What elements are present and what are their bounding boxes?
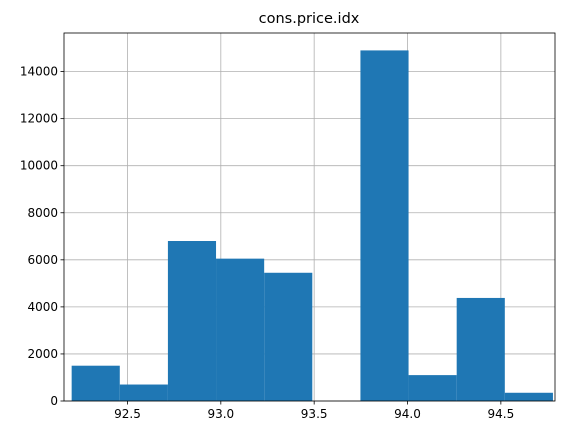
- histogram-bar: [504, 392, 553, 401]
- y-tick-label: 14000: [20, 65, 58, 79]
- y-tick-label: 10000: [20, 159, 58, 173]
- x-tick-label: 94.0: [394, 407, 421, 421]
- y-tick-label: 2000: [27, 347, 58, 361]
- histogram-bar: [264, 272, 313, 401]
- y-tick-label: 4000: [27, 300, 58, 314]
- chart-title: cons.price.idx: [259, 11, 360, 27]
- histogram-bar: [408, 375, 457, 401]
- histogram-bar: [360, 50, 409, 401]
- histogram-bar: [71, 365, 120, 401]
- histogram-bar: [216, 258, 265, 401]
- histogram-bar: [167, 241, 217, 401]
- axes-frame: [63, 32, 556, 402]
- x-axis-ticks: 92.5 93.0 93.5 94.0 94.5: [114, 401, 514, 421]
- histogram-bar: [456, 297, 505, 401]
- y-tick-label: 8000: [27, 206, 58, 220]
- histogram-bar: [119, 384, 168, 401]
- x-tick-label: 93.0: [207, 407, 234, 421]
- x-tick-label: 93.5: [301, 407, 328, 421]
- y-tick-label: 12000: [20, 112, 58, 126]
- y-tick-label: 0: [50, 394, 58, 408]
- y-tick-label: 6000: [27, 253, 58, 267]
- y-axis-ticks: 0 2000 4000 6000 8000 10000 12000 14000: [20, 65, 64, 408]
- histogram-bars: [71, 50, 553, 401]
- x-tick-label: 92.5: [114, 407, 141, 421]
- x-tick-label: 94.5: [487, 407, 514, 421]
